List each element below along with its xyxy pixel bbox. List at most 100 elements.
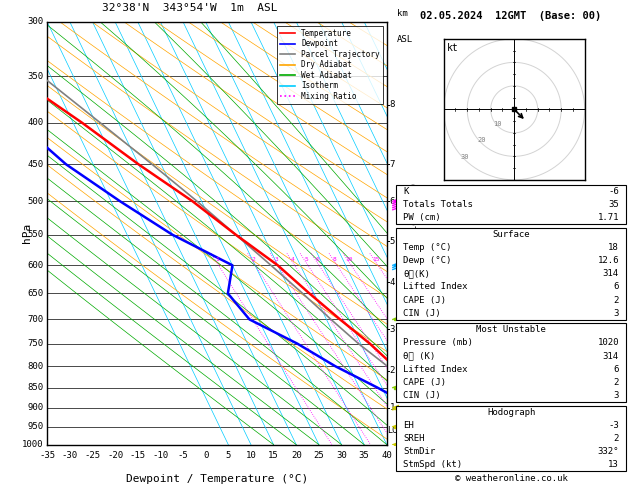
Text: Surface: Surface bbox=[493, 230, 530, 239]
Text: Hodograph: Hodograph bbox=[487, 408, 535, 417]
Text: 1020: 1020 bbox=[598, 338, 619, 347]
Text: 1.71: 1.71 bbox=[598, 213, 619, 222]
Text: © weatheronline.co.uk: © weatheronline.co.uk bbox=[455, 474, 567, 483]
Text: -35: -35 bbox=[39, 451, 55, 460]
Text: -10: -10 bbox=[152, 451, 169, 460]
Text: 3: 3 bbox=[614, 309, 619, 318]
Text: 850: 850 bbox=[28, 383, 44, 392]
Text: 2: 2 bbox=[389, 366, 395, 375]
Text: 1000: 1000 bbox=[22, 440, 44, 449]
Text: kt: kt bbox=[447, 43, 459, 53]
Text: -3: -3 bbox=[608, 421, 619, 430]
Text: -25: -25 bbox=[84, 451, 101, 460]
Text: CIN (J): CIN (J) bbox=[403, 391, 441, 400]
Text: -15: -15 bbox=[130, 451, 146, 460]
Text: EH: EH bbox=[403, 421, 414, 430]
Text: 650: 650 bbox=[28, 289, 44, 298]
Text: 900: 900 bbox=[28, 403, 44, 412]
Text: StmDir: StmDir bbox=[403, 447, 435, 456]
Text: CIN (J): CIN (J) bbox=[403, 309, 441, 318]
Text: 13: 13 bbox=[608, 460, 619, 469]
Text: θᴄ(K): θᴄ(K) bbox=[403, 269, 430, 278]
Text: 600: 600 bbox=[28, 261, 44, 270]
Text: 30: 30 bbox=[336, 451, 347, 460]
Text: CAPE (J): CAPE (J) bbox=[403, 378, 446, 387]
Text: Lifted Index: Lifted Index bbox=[403, 365, 467, 374]
Text: 5: 5 bbox=[226, 451, 231, 460]
Text: 15: 15 bbox=[372, 258, 380, 262]
Text: 25: 25 bbox=[313, 451, 325, 460]
Bar bbox=[396, 185, 626, 224]
Text: 6: 6 bbox=[315, 258, 319, 262]
Text: LCL: LCL bbox=[387, 426, 403, 435]
Bar bbox=[396, 323, 626, 402]
Text: 4: 4 bbox=[389, 278, 395, 287]
Text: 750: 750 bbox=[28, 339, 44, 348]
Text: 6: 6 bbox=[389, 197, 395, 206]
Text: SREH: SREH bbox=[403, 434, 425, 443]
Text: Temp (°C): Temp (°C) bbox=[403, 243, 452, 252]
Text: 8: 8 bbox=[333, 258, 337, 262]
Text: 10: 10 bbox=[494, 121, 502, 127]
Text: 4: 4 bbox=[291, 258, 294, 262]
Text: -5: -5 bbox=[177, 451, 189, 460]
Text: 2: 2 bbox=[614, 378, 619, 387]
Text: 314: 314 bbox=[603, 269, 619, 278]
Text: 8: 8 bbox=[389, 101, 395, 109]
Text: km: km bbox=[397, 9, 408, 17]
Text: 35: 35 bbox=[359, 451, 370, 460]
Text: CAPE (J): CAPE (J) bbox=[403, 295, 446, 305]
Text: 20: 20 bbox=[291, 451, 302, 460]
Text: 2: 2 bbox=[614, 295, 619, 305]
Text: -6: -6 bbox=[608, 187, 619, 196]
Text: StmSpd (kt): StmSpd (kt) bbox=[403, 460, 462, 469]
Text: 500: 500 bbox=[28, 197, 44, 206]
Text: Dewp (°C): Dewp (°C) bbox=[403, 256, 452, 265]
Text: 7: 7 bbox=[389, 160, 395, 169]
Text: 18: 18 bbox=[608, 243, 619, 252]
Text: Dewpoint / Temperature (°C): Dewpoint / Temperature (°C) bbox=[126, 474, 308, 484]
Text: Most Unstable: Most Unstable bbox=[476, 325, 546, 334]
Text: 314: 314 bbox=[603, 351, 619, 361]
Text: 2: 2 bbox=[252, 258, 255, 262]
Text: 300: 300 bbox=[28, 17, 44, 26]
Text: 40: 40 bbox=[381, 451, 392, 460]
Text: 700: 700 bbox=[28, 315, 44, 324]
Text: 450: 450 bbox=[28, 160, 44, 169]
Text: 550: 550 bbox=[28, 230, 44, 239]
Bar bbox=[396, 227, 626, 320]
Text: 6: 6 bbox=[614, 365, 619, 374]
Text: 1: 1 bbox=[215, 258, 219, 262]
Text: 950: 950 bbox=[28, 422, 44, 431]
Text: 332°: 332° bbox=[598, 447, 619, 456]
Text: 12.6: 12.6 bbox=[598, 256, 619, 265]
Text: 2: 2 bbox=[614, 434, 619, 443]
Text: 3: 3 bbox=[389, 325, 395, 334]
Text: 30: 30 bbox=[460, 154, 469, 160]
Text: ASL: ASL bbox=[397, 35, 413, 44]
Text: 02.05.2024  12GMT  (Base: 00): 02.05.2024 12GMT (Base: 00) bbox=[420, 11, 602, 21]
Bar bbox=[396, 406, 626, 471]
Text: 400: 400 bbox=[28, 119, 44, 127]
Text: hPa: hPa bbox=[22, 223, 32, 243]
Text: 5: 5 bbox=[304, 258, 308, 262]
Text: PW (cm): PW (cm) bbox=[403, 213, 441, 222]
Text: Totals Totals: Totals Totals bbox=[403, 200, 473, 209]
Text: 350: 350 bbox=[28, 71, 44, 81]
Text: 32°38'N  343°54'W  1m  ASL: 32°38'N 343°54'W 1m ASL bbox=[102, 3, 277, 14]
Text: 20: 20 bbox=[477, 137, 486, 143]
Text: 6: 6 bbox=[614, 282, 619, 291]
Text: Pressure (mb): Pressure (mb) bbox=[403, 338, 473, 347]
Text: 3: 3 bbox=[274, 258, 278, 262]
Text: 15: 15 bbox=[268, 451, 279, 460]
Text: 35: 35 bbox=[608, 200, 619, 209]
Text: -30: -30 bbox=[62, 451, 78, 460]
Text: θᴄ (K): θᴄ (K) bbox=[403, 351, 435, 361]
Text: Lifted Index: Lifted Index bbox=[403, 282, 467, 291]
Text: -20: -20 bbox=[107, 451, 123, 460]
Text: 0: 0 bbox=[203, 451, 208, 460]
Text: 5: 5 bbox=[389, 237, 395, 245]
Text: 10: 10 bbox=[345, 258, 353, 262]
Text: 800: 800 bbox=[28, 362, 44, 371]
Text: Mixing Ratio (g/kg): Mixing Ratio (g/kg) bbox=[409, 182, 418, 284]
